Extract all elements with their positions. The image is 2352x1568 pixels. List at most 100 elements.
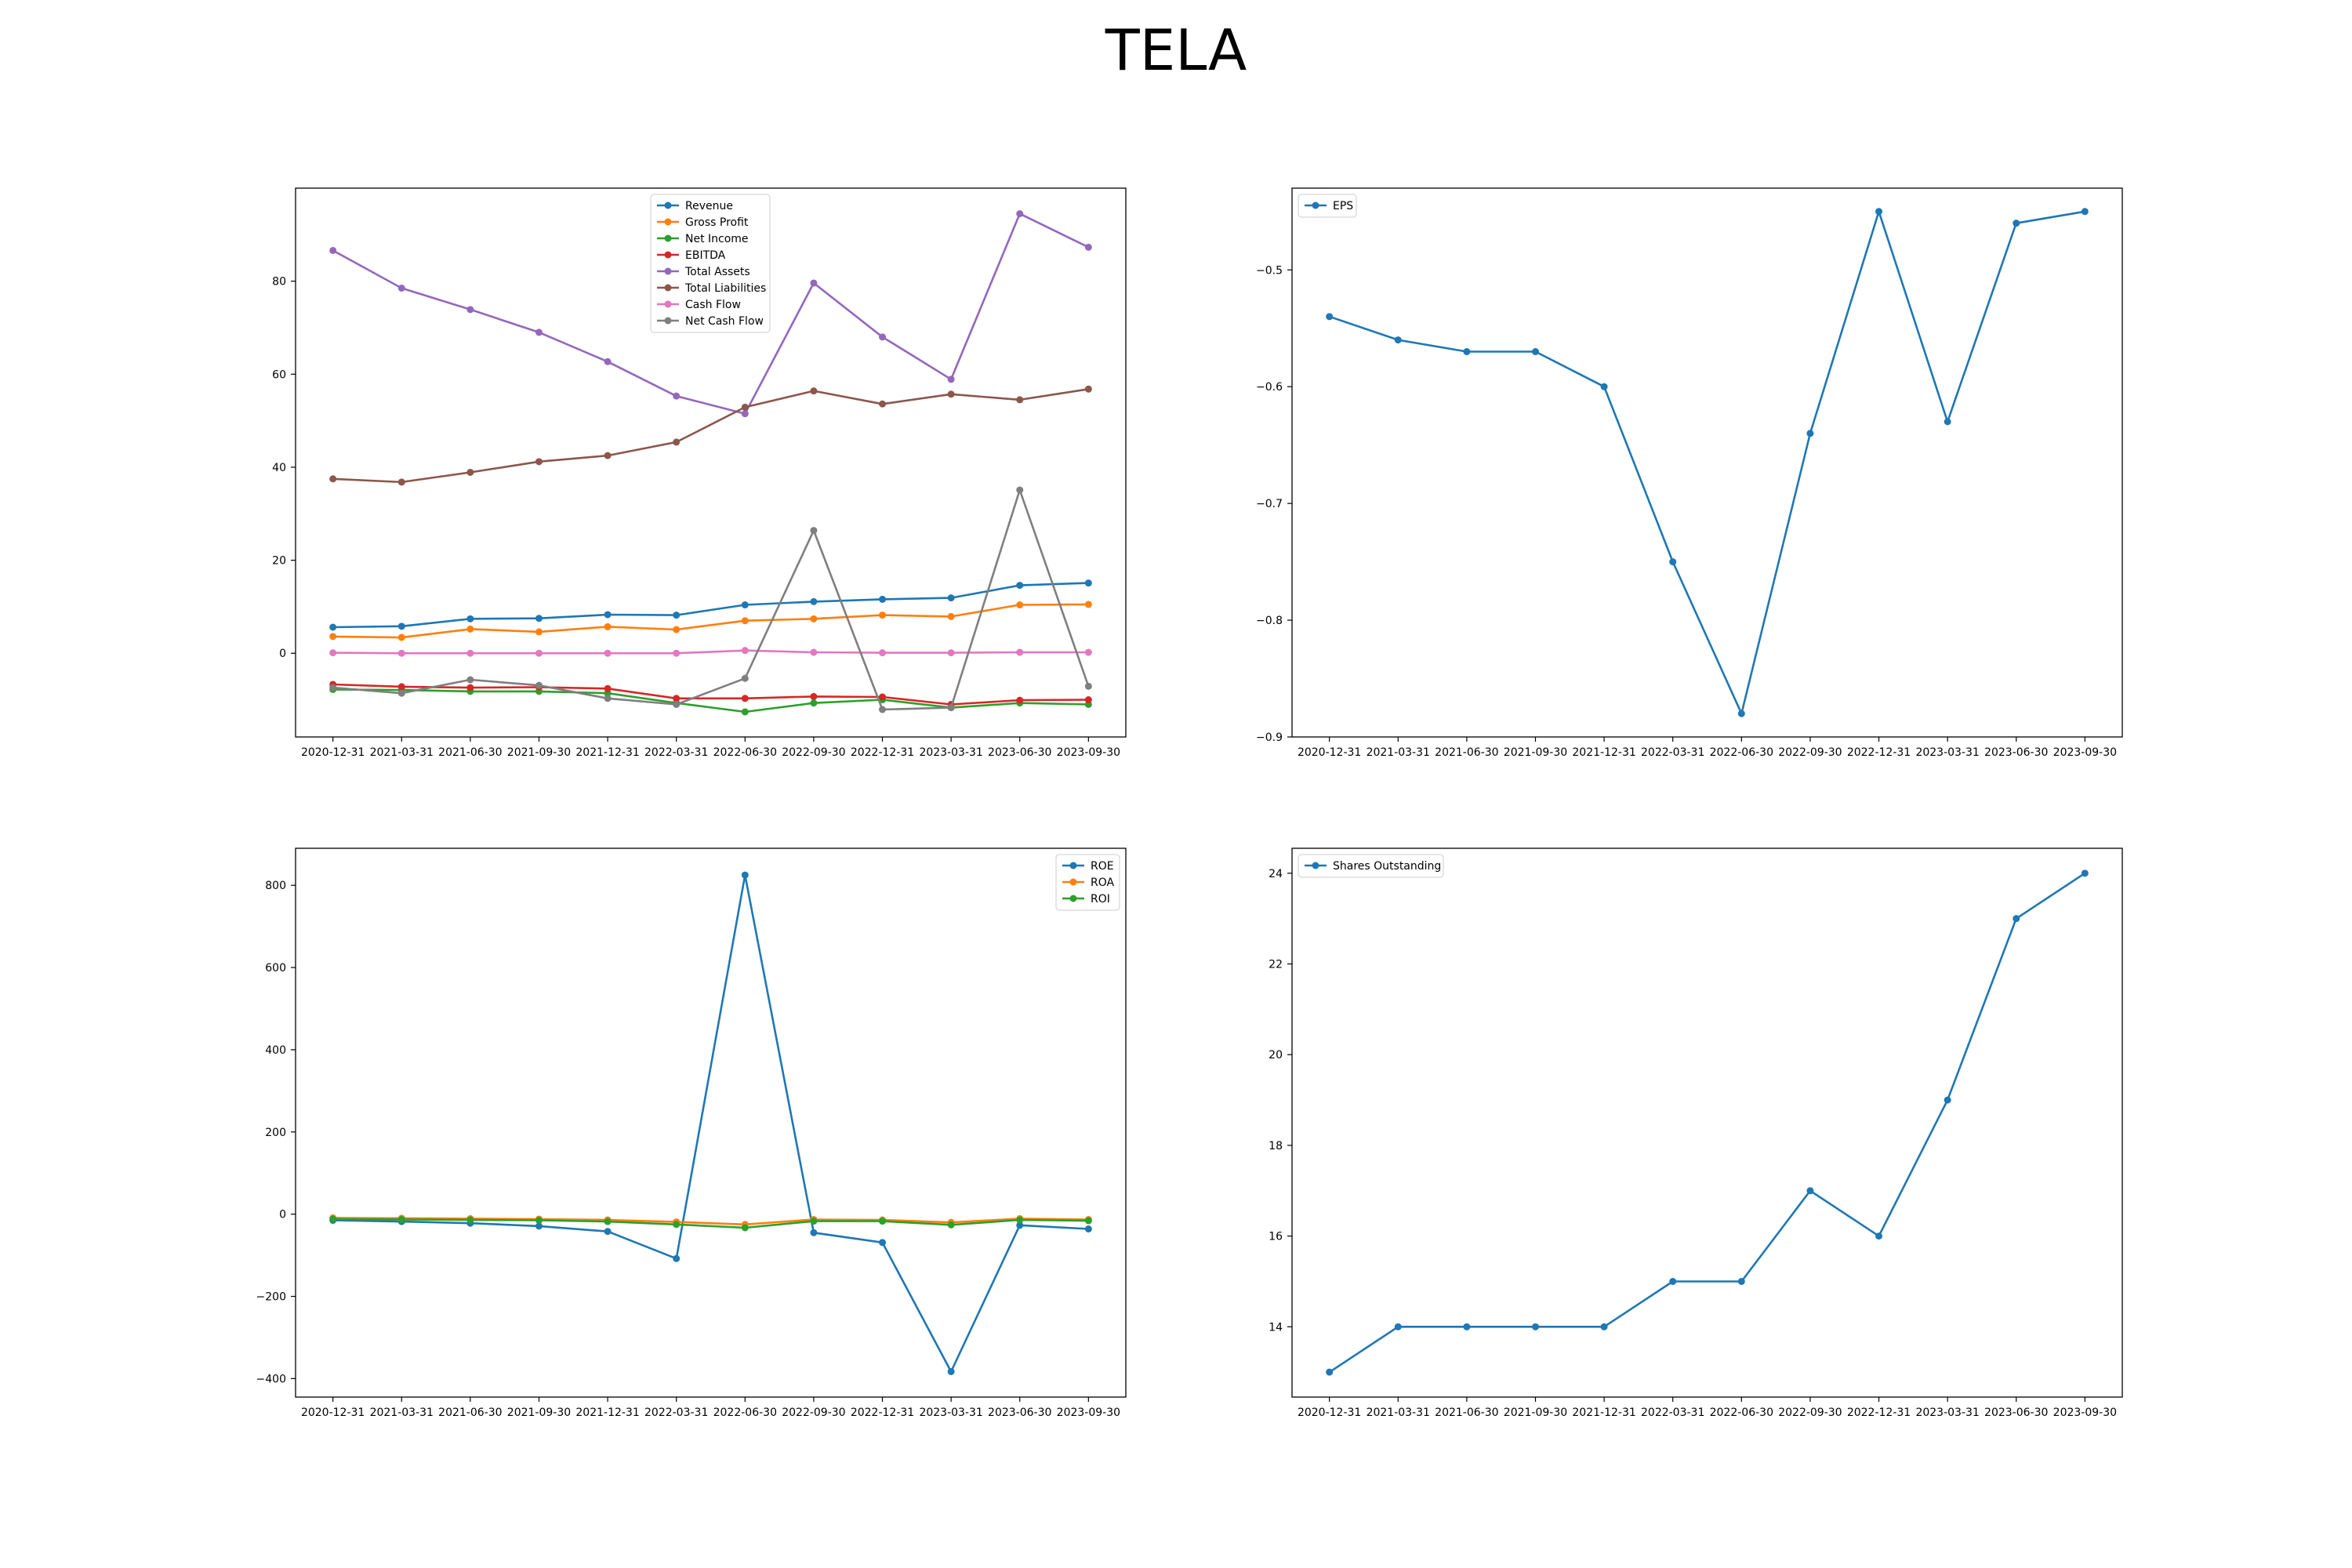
data-point [1016, 601, 1024, 609]
data-point [673, 1254, 681, 1262]
y-tick-label: 20 [272, 555, 286, 568]
data-point [466, 615, 474, 622]
y-tick-label: −400 [256, 1373, 286, 1385]
data-point [329, 623, 337, 631]
legend-label-revenue: Revenue [685, 200, 733, 212]
data-point [466, 306, 474, 314]
data-point [947, 390, 955, 398]
data-point [1326, 1368, 1334, 1376]
series-roe [329, 871, 1092, 1375]
data-point [947, 594, 955, 602]
x-tick-label: 2021-09-30 [507, 746, 571, 759]
data-point [1875, 1232, 1883, 1240]
data-point [604, 1228, 612, 1236]
data-point [1016, 396, 1024, 404]
x-tick-label: 2021-03-31 [1367, 746, 1430, 759]
y-tick-label: 20 [1269, 1049, 1283, 1062]
x-tick-label: 2023-09-30 [2053, 1406, 2117, 1419]
x-tick-label: 2022-09-30 [1778, 746, 1842, 759]
data-point [741, 1224, 749, 1232]
legend-label-ebitda: EBITDA [685, 249, 726, 262]
x-tick-label: 2021-06-30 [438, 746, 502, 759]
x-tick-label: 2023-09-30 [1057, 1406, 1120, 1419]
data-point [1944, 1096, 1951, 1104]
x-tick-label: 2023-06-30 [1984, 746, 2048, 759]
data-point [947, 1367, 955, 1375]
legend-label-roi: ROI [1091, 893, 1110, 906]
data-point [810, 279, 818, 287]
x-tick-label: 2022-03-31 [644, 1406, 708, 1419]
legend-marker [664, 284, 672, 292]
data-point [535, 681, 543, 689]
series-eps [1326, 208, 2089, 717]
data-point [810, 615, 818, 622]
legend-marker [664, 267, 672, 275]
data-point [741, 871, 749, 879]
y-tick-label: 400 [265, 1044, 286, 1057]
data-point [1600, 383, 1608, 390]
data-point [397, 683, 405, 691]
series-line-ebitda [332, 683, 1089, 706]
x-tick-label: 2023-03-31 [1915, 746, 1979, 759]
legend-marker [664, 234, 672, 242]
series-shares-outstanding [1326, 869, 2089, 1376]
data-point [1531, 348, 1539, 356]
data-point [741, 601, 749, 609]
y-tick-label: −0.6 [1256, 381, 1283, 394]
series-gross-profit [329, 601, 1092, 641]
data-point [1669, 1277, 1677, 1285]
data-point [466, 1216, 474, 1224]
series-line-total-assets [332, 212, 1089, 416]
data-point [535, 1222, 543, 1230]
data-point [1084, 1217, 1092, 1225]
data-point [879, 595, 887, 603]
plot-area-frame [295, 848, 1127, 1398]
data-point [329, 684, 337, 691]
x-tick-label: 2021-06-30 [438, 1406, 502, 1419]
data-point [2081, 208, 2089, 216]
x-tick-label: 2023-03-31 [1915, 1406, 1979, 1419]
data-point [1084, 601, 1092, 608]
legend-marker [664, 251, 672, 259]
data-point [1084, 648, 1092, 656]
y-tick-label: −0.5 [1256, 264, 1283, 277]
y-tick-label: 40 [272, 462, 286, 474]
data-point [879, 1239, 887, 1247]
data-point [466, 468, 474, 476]
legend: Shares Outstanding [1298, 854, 1444, 878]
x-tick-label: 2023-03-31 [919, 1406, 982, 1419]
series-total-liabilities [329, 385, 1092, 486]
shares-chart: 2020-12-31 2021-03-31 2021-06-30 2021-09-30… [1269, 848, 2123, 1419]
data-point [879, 649, 887, 657]
legend-box [650, 194, 771, 333]
y-tick-label: 22 [1269, 959, 1283, 971]
legend-label-shares-outstanding: Shares Outstanding [1333, 860, 1441, 873]
y-tick-label: 200 [265, 1127, 286, 1139]
series-net-cash-flow [329, 486, 1092, 713]
legend-label-net-cash-flow: Net Cash Flow [685, 315, 764, 328]
data-point [673, 626, 681, 633]
data-point [604, 649, 612, 657]
y-tick-label: −200 [256, 1291, 286, 1304]
data-point [947, 612, 955, 620]
data-point [397, 285, 405, 292]
data-point [1600, 1323, 1608, 1330]
legend-marker [1312, 862, 1319, 869]
y-tick-label: 80 [272, 276, 286, 289]
data-point [397, 649, 405, 657]
x-tick-label: 2022-06-30 [1710, 746, 1773, 759]
x-tick-label: 2021-12-31 [1572, 746, 1635, 759]
y-tick-label: −0.7 [1256, 498, 1283, 510]
data-point [810, 699, 818, 707]
y-tick-label: 60 [272, 368, 286, 381]
x-tick-label: 2020-12-31 [1298, 1406, 1361, 1419]
x-tick-label: 2021-03-31 [1367, 1406, 1430, 1419]
series-line-roe [332, 873, 1089, 1373]
data-point [397, 478, 405, 486]
x-tick-label: 2021-06-30 [1435, 1406, 1498, 1419]
y-tick-label: 800 [265, 880, 286, 892]
data-point [741, 617, 749, 625]
series-total-assets [329, 210, 1092, 418]
x-tick-label: 2023-06-30 [1984, 1406, 2048, 1419]
data-point [397, 689, 405, 697]
